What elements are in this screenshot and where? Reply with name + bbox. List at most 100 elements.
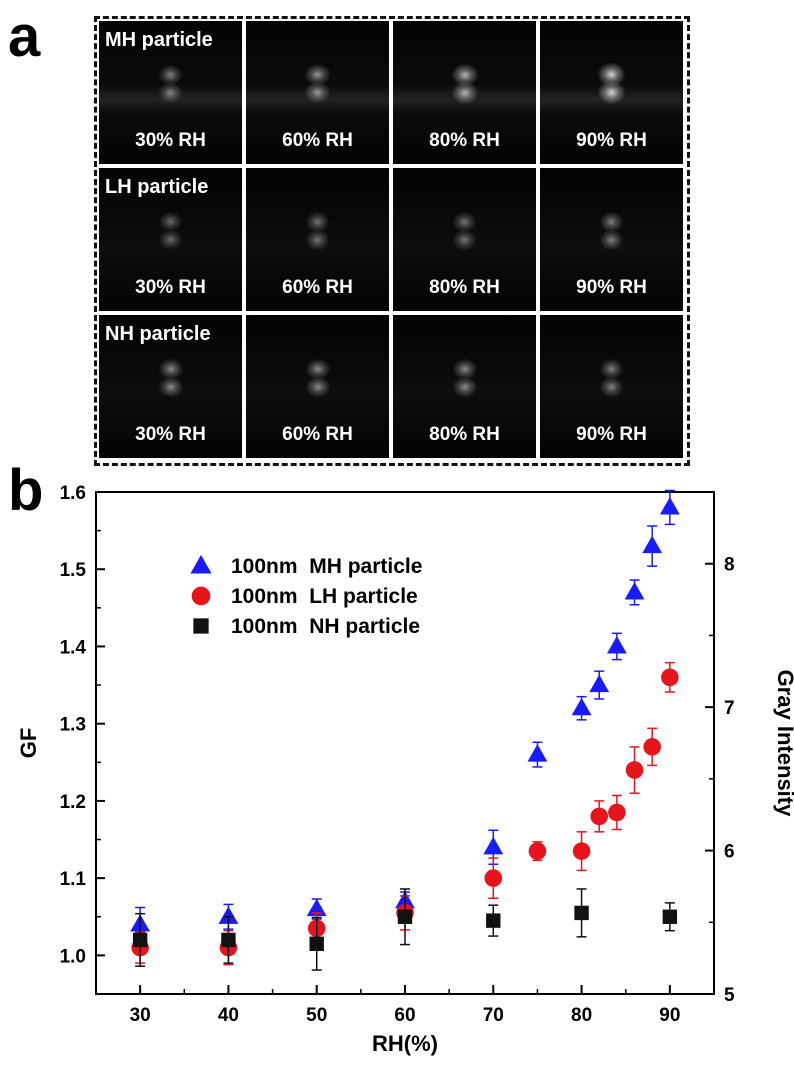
particle-spot	[305, 358, 330, 379]
particle-type-label: MH particle	[105, 29, 213, 51]
particle-spot	[453, 212, 476, 232]
data-point-circle	[625, 761, 644, 779]
data-point-triangle	[589, 674, 610, 693]
x-tick-label: 90	[659, 1005, 680, 1026]
data-point-square	[221, 932, 236, 948]
y-tick-label: 1.1	[60, 869, 87, 890]
particle-type-label: LH particle	[105, 176, 209, 198]
rh-caption: 90% RH	[576, 130, 647, 151]
x-axis-title: RH(%)	[372, 1031, 438, 1056]
data-point-circle	[572, 842, 591, 860]
y2-axis-title: Gray Intensity	[773, 670, 794, 817]
data-point-triangle	[659, 497, 680, 515]
y2-tick-label: 6	[724, 842, 735, 863]
panel-label-a: a	[8, 4, 41, 69]
micrograph-cell: 80% RH	[393, 168, 536, 311]
micrograph-cell: 90% RH	[540, 168, 683, 311]
data-point-square	[486, 913, 501, 928]
x-tick-label: 60	[394, 1005, 415, 1026]
legend-label: 100nm MH particle	[231, 555, 422, 578]
y2-tick-label: 5	[724, 985, 735, 1006]
rh-caption: 90% RH	[576, 277, 647, 298]
legend-marker-circle	[191, 586, 211, 606]
particle-spot	[159, 230, 182, 250]
micrograph-cell: LH particle 30% RH	[99, 168, 242, 311]
rh-caption: 80% RH	[429, 277, 500, 298]
particle-spot	[159, 212, 182, 232]
data-point-triangle	[306, 898, 327, 917]
micrograph-cell: 60% RH	[246, 315, 389, 458]
data-point-triangle	[624, 581, 645, 600]
x-tick-label: 50	[306, 1005, 327, 1026]
particle-spot	[452, 358, 477, 379]
data-point-circle	[484, 869, 503, 887]
particle-spot	[158, 376, 183, 397]
particle-spot	[453, 230, 476, 250]
particle-spot	[306, 230, 329, 250]
x-tick-label: 40	[218, 1005, 239, 1026]
data-point-triangle	[483, 836, 504, 855]
x-tick-label: 30	[130, 1005, 151, 1026]
rh-caption: 90% RH	[576, 424, 647, 445]
data-point-triangle	[642, 535, 663, 554]
particle-spot	[452, 376, 477, 397]
micrograph-cell: 60% RH	[246, 21, 389, 164]
y-tick-label: 1.2	[60, 792, 86, 813]
legend-marker-triangle	[190, 554, 212, 574]
micrograph-cell: 80% RH	[393, 21, 536, 164]
particle-spot	[305, 376, 330, 397]
data-point-circle	[608, 803, 626, 822]
particle-spot	[158, 64, 183, 85]
particle-spot	[599, 211, 624, 232]
particle-spot	[451, 63, 478, 86]
y-axis-title: GF	[16, 728, 41, 759]
particle-type-label: NH particle	[105, 323, 211, 345]
particle-spot	[305, 82, 330, 104]
micrograph-cell: NH particle 30% RH	[99, 315, 242, 458]
legend-marker-square	[193, 618, 209, 634]
rh-caption: 80% RH	[429, 424, 500, 445]
micrograph-cell: MH particle 30% RH	[99, 21, 242, 164]
x-tick-label: 70	[483, 1005, 504, 1026]
x-tick-label: 80	[571, 1005, 592, 1026]
particle-spot	[158, 358, 183, 379]
data-point-circle	[590, 807, 609, 826]
y2-tick-label: 8	[724, 555, 735, 576]
gf-scatter-chart: 30 40 50 60 70 80 90 1.0 1.1 1.2 1.3 1.4 1.5 1.6 5 6 7 8 R…	[16, 483, 794, 1056]
rh-caption: 60% RH	[282, 277, 353, 298]
legend-label: 100nm LH particle	[231, 585, 418, 608]
data-point-triangle	[527, 744, 548, 762]
particle-spot	[599, 376, 624, 397]
y-tick-label: 1.5	[60, 560, 87, 581]
data-point-circle	[643, 738, 661, 756]
particle-spot	[158, 82, 183, 103]
y-tick-label: 1.3	[60, 715, 86, 736]
y-tick-label: 1.4	[60, 637, 87, 658]
data-point-square	[397, 909, 413, 924]
particle-spot	[599, 229, 624, 250]
data-point-square	[132, 932, 148, 948]
y2-tick-label: 7	[724, 698, 735, 719]
rh-caption: 30% RH	[135, 130, 206, 151]
data-point-triangle	[571, 697, 592, 716]
rh-caption: 60% RH	[282, 424, 353, 445]
micrograph-cell: 90% RH	[540, 315, 683, 458]
particle-spot	[597, 62, 626, 87]
legend-label: 100nm NH particle	[231, 615, 420, 638]
particle-spot	[306, 212, 329, 232]
micrograph-cell: 80% RH	[393, 315, 536, 458]
y-tick-label: 1.0	[60, 946, 86, 967]
data-point-square	[662, 909, 678, 924]
rh-caption: 80% RH	[429, 130, 500, 151]
y-tick-label: 1.6	[60, 483, 86, 504]
data-point-circle	[661, 668, 679, 687]
particle-spot	[451, 81, 478, 104]
particle-spot	[305, 64, 330, 86]
panel-label-b: b	[8, 458, 44, 523]
data-point-square	[574, 905, 589, 921]
data-point-triangle	[218, 906, 239, 924]
data-point-triangle	[606, 636, 627, 654]
micrograph-grid: MH particle 30% RH 60% RH 80% RH 90% RH LH pa…	[94, 16, 690, 466]
rh-caption: 30% RH	[135, 277, 206, 298]
data-point-square	[309, 936, 324, 951]
